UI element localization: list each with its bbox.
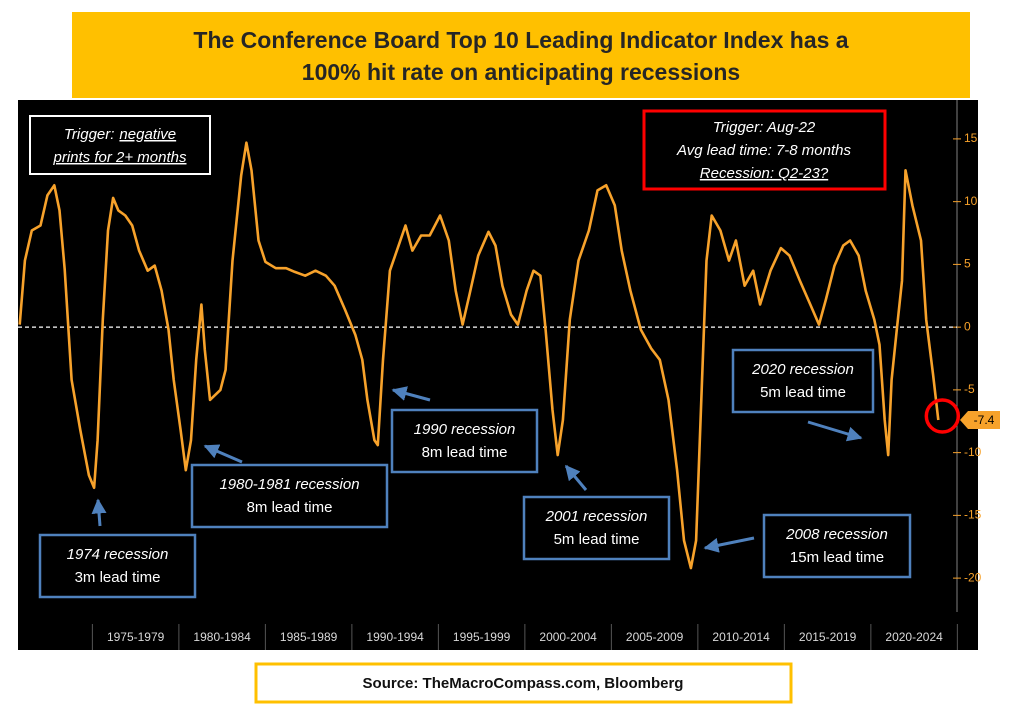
y-tick-label: 5 (964, 257, 971, 271)
forecast-box (642, 109, 887, 191)
x-band-label: 2000-2004 (539, 630, 597, 644)
annotation-box (190, 463, 389, 529)
x-band-label: 1990-1994 (366, 630, 424, 644)
annotation-arrow (703, 536, 755, 553)
y-tick-label: -5 (964, 382, 975, 396)
annotation-detail: 8m lead time (247, 499, 333, 516)
title-box (72, 12, 970, 98)
trigger-text: Trigger: negative (64, 126, 176, 143)
annotation-box (522, 495, 671, 561)
trigger-label: Trigger: (64, 126, 115, 143)
x-band-label: 2005-2009 (626, 630, 684, 644)
chart-title: 100% hit rate on anticipating recessions (302, 59, 740, 85)
annotation-detail: 15m lead time (790, 549, 884, 566)
x-band-label: 2020-2024 (885, 630, 943, 644)
plot: 1975-1979 1980-1984 1985-1989 1990-1994 1995… (18, 100, 1000, 650)
index-line (18, 141, 940, 570)
annotation-detail: 3m lead time (75, 569, 161, 586)
annotation-box (390, 408, 539, 474)
annotation-arrow (391, 386, 431, 402)
x-band-label: 1995-1999 (453, 630, 511, 644)
annotation-title: 1980-1981 recession (219, 476, 359, 493)
annotation-detail: 5m lead time (554, 531, 640, 548)
x-band-label: 1980-1984 (193, 630, 251, 644)
annotation-title: 1974 recession (67, 546, 169, 563)
annotation-box (731, 348, 875, 414)
forecast-line: Avg lead time: 7-8 months (676, 142, 851, 159)
y-tick-label: -10 (964, 445, 982, 459)
y-tick-label: -20 (964, 570, 982, 584)
annotation-title: 2008 recession (785, 526, 888, 543)
annotation-arrow (91, 498, 107, 527)
x-band-label: 2015-2019 (799, 630, 857, 644)
y-tick-label: -15 (964, 508, 982, 522)
annotation-box (762, 513, 912, 579)
annotation-detail: 8m lead time (422, 444, 508, 461)
chart-title: The Conference Board Top 10 Leading Indi… (193, 27, 848, 53)
y-tick-label: 10 (964, 194, 978, 208)
trigger-line: prints for 2+ months (53, 149, 187, 166)
annotation-arrow (203, 444, 243, 464)
y-tick-label: 15 (964, 131, 978, 145)
annotation-arrow (564, 464, 588, 491)
forecast-line: Recession: Q2-23? (700, 165, 829, 182)
trigger-line: negative (119, 126, 176, 143)
forecast-line: Trigger: Aug-22 (713, 119, 816, 136)
annotation-title: 2001 recession (545, 508, 648, 525)
y-tick-label: 0 (964, 319, 971, 333)
source-box (254, 662, 793, 704)
value-tag-label: -7.4 (974, 413, 995, 427)
annotation-detail: 5m lead time (760, 384, 846, 401)
annotation-arrow (807, 420, 863, 442)
annotation-title: 2020 recession (751, 361, 854, 378)
x-band-label: 1985-1989 (280, 630, 338, 644)
annotation-title: 1990 recession (414, 421, 516, 438)
value-tag (960, 411, 1000, 429)
x-band-label: 2010-2014 (712, 630, 770, 644)
x-band-label: 1975-1979 (107, 630, 165, 644)
highlight-circle (924, 398, 961, 434)
source: Source: TheMacroCompass.com, Bloomberg (363, 675, 684, 692)
trigger-box (29, 115, 211, 175)
annotation-box (38, 533, 197, 599)
